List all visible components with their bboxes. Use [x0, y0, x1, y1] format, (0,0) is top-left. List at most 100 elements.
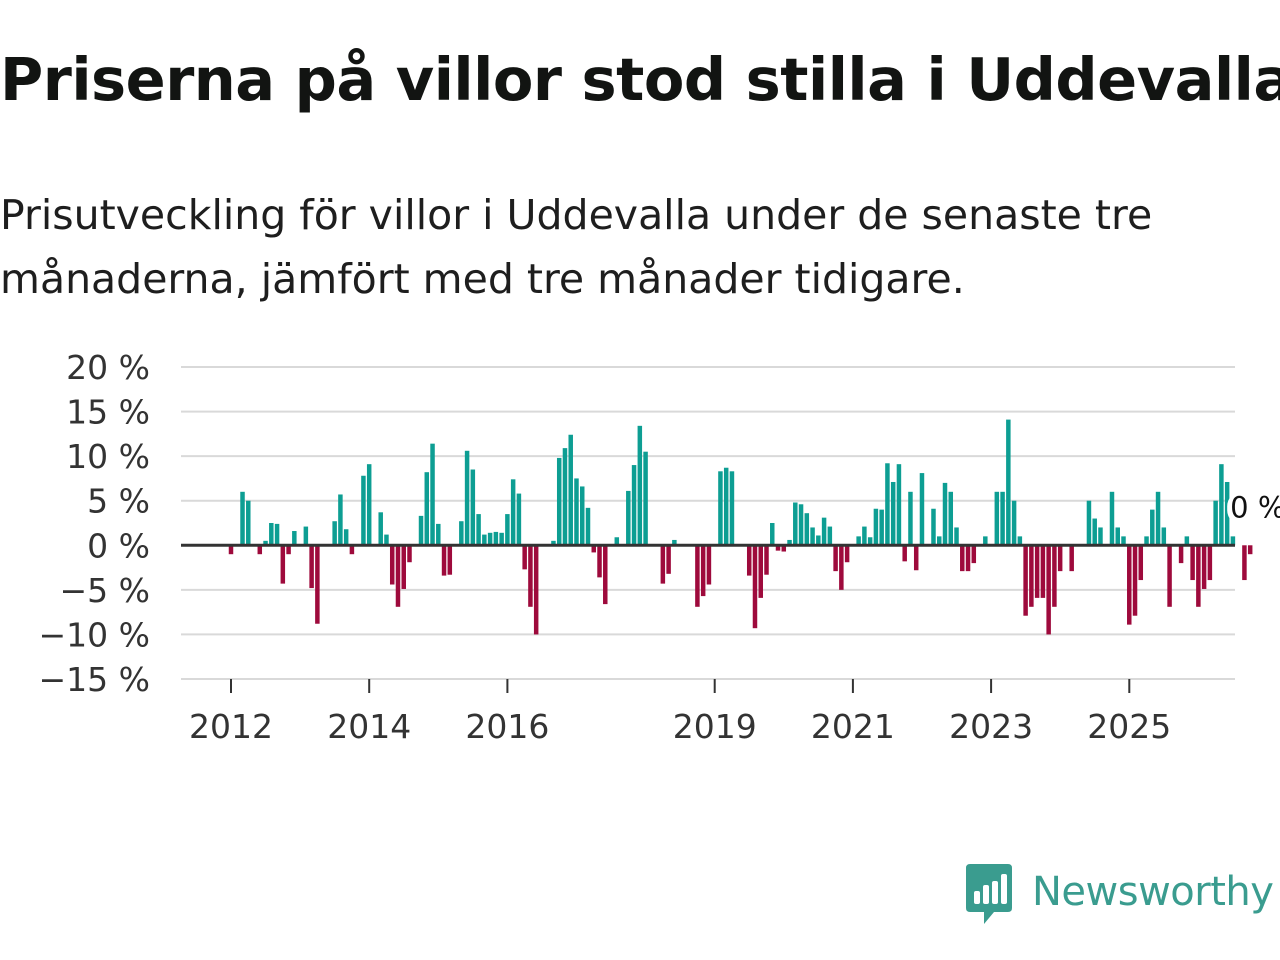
bar — [332, 521, 337, 546]
grid-lines — [181, 366, 1235, 680]
bar — [775, 545, 781, 551]
bar — [1247, 545, 1253, 555]
bar — [1040, 545, 1046, 598]
bar — [1034, 545, 1040, 598]
bar — [798, 504, 804, 546]
bar — [580, 486, 585, 546]
bar — [810, 527, 815, 546]
bar — [487, 532, 493, 546]
bar — [844, 545, 850, 563]
bar — [1098, 527, 1103, 546]
bar — [349, 545, 355, 555]
bar — [464, 450, 470, 546]
bar — [430, 443, 435, 546]
bar — [781, 545, 787, 552]
bar — [395, 545, 401, 607]
bar — [597, 545, 602, 578]
x-tick-label: 2012 — [189, 707, 273, 746]
bar — [499, 532, 504, 546]
bar — [614, 537, 620, 546]
bar — [228, 545, 234, 555]
bar — [603, 545, 608, 605]
bar — [424, 472, 430, 546]
bar — [764, 545, 769, 575]
bar — [1121, 536, 1126, 546]
axes — [181, 543, 1235, 693]
bar — [983, 536, 988, 546]
bar — [378, 512, 383, 546]
bar — [942, 482, 948, 546]
bar — [476, 514, 481, 546]
x-tick-label: 2019 — [673, 707, 757, 746]
bar — [1138, 545, 1144, 581]
bar — [672, 539, 677, 546]
bar — [752, 545, 758, 629]
x-tick-label: 2025 — [1087, 707, 1171, 746]
y-tick-label: 20 % — [66, 348, 150, 387]
bar — [343, 529, 349, 546]
bar — [1017, 536, 1023, 546]
bar — [908, 491, 913, 546]
bar — [631, 465, 637, 546]
y-tick-label: 5 % — [87, 482, 150, 521]
bar — [361, 475, 366, 546]
bar — [441, 545, 447, 576]
bar — [551, 540, 556, 546]
y-tick-label: 10 % — [66, 437, 150, 476]
bar — [971, 545, 977, 564]
bar — [274, 523, 280, 546]
bar — [1052, 545, 1057, 607]
x-tick-label: 2023 — [949, 707, 1033, 746]
bar — [407, 545, 412, 563]
bar — [821, 517, 827, 546]
bar — [885, 463, 890, 546]
x-tick-label: 2014 — [327, 707, 411, 746]
bar — [793, 502, 798, 546]
bar — [1190, 545, 1195, 581]
bar — [718, 471, 723, 546]
bar — [706, 545, 712, 585]
bar — [919, 473, 925, 546]
bar — [879, 509, 884, 546]
bar — [770, 523, 775, 546]
bar — [1006, 419, 1011, 546]
bar — [459, 521, 464, 546]
bar — [804, 513, 810, 546]
newsworthy-logo[interactable]: Newsworthy — [964, 864, 1274, 928]
bar — [303, 526, 309, 546]
bar — [1132, 545, 1138, 616]
bar — [723, 467, 729, 546]
bar — [591, 545, 596, 553]
x-tick-label: 2016 — [465, 707, 549, 746]
bar — [896, 464, 902, 546]
bar — [1046, 545, 1051, 635]
bar — [787, 539, 792, 546]
bar — [1029, 545, 1034, 607]
bar — [902, 545, 907, 562]
bar — [931, 508, 936, 546]
bar — [839, 545, 844, 590]
bar-series — [228, 419, 1253, 635]
chart-subtitle: Prisutveckling för villor i Uddevalla un… — [0, 191, 1153, 303]
bar — [309, 545, 314, 589]
bar — [913, 545, 919, 571]
bar — [833, 545, 838, 572]
bar — [637, 425, 643, 546]
bar — [556, 457, 562, 546]
bar — [873, 508, 879, 546]
annotation-background — [1227, 491, 1280, 526]
bar — [1000, 491, 1005, 546]
newsworthy-logo-icon — [966, 864, 1012, 924]
bar — [1201, 545, 1207, 589]
bar — [1057, 545, 1063, 572]
bar-chart: 20 % 15 % 10 % 5 % 0 % −5 % −10 % −15 % 2012 2014… — [39, 348, 1280, 746]
bar — [666, 545, 671, 574]
bar — [516, 493, 522, 546]
bar — [700, 545, 706, 597]
bar — [1207, 545, 1213, 581]
bar — [470, 469, 476, 546]
bar — [1184, 536, 1190, 546]
bar — [862, 526, 867, 546]
bar — [1086, 500, 1092, 546]
bar — [643, 451, 648, 546]
